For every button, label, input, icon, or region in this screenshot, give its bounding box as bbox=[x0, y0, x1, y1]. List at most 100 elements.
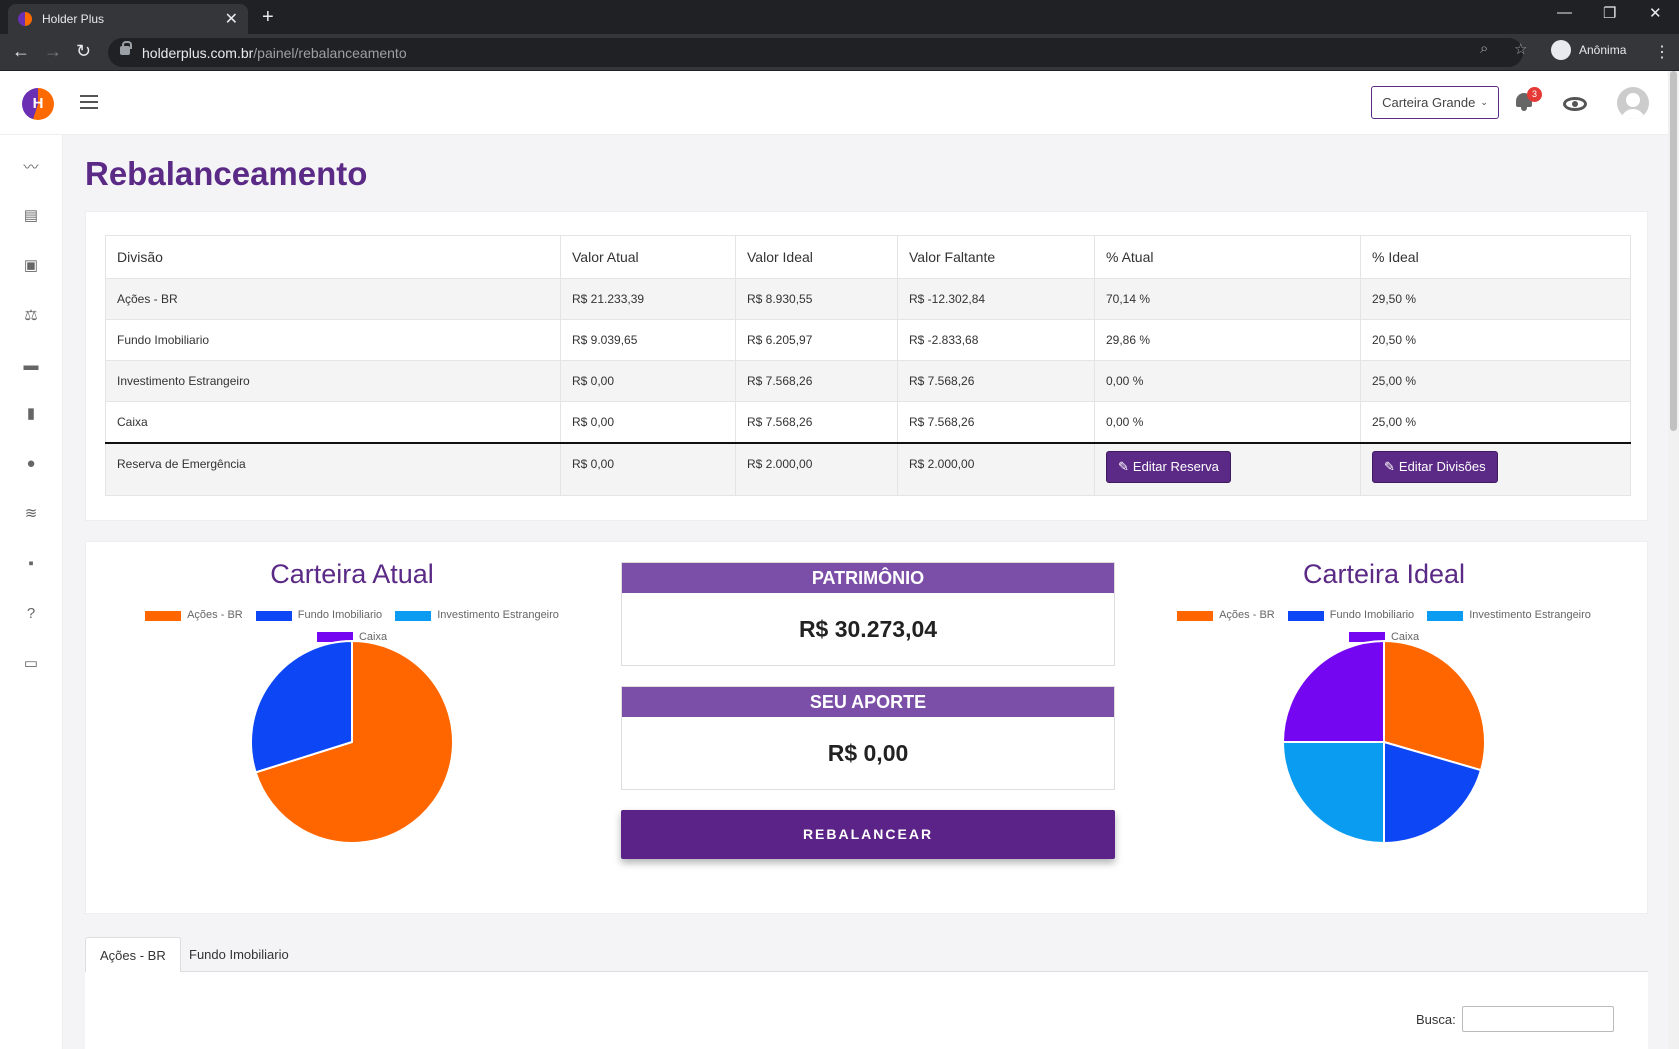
browser-toolbar: ← → ↻ holderplus.com.br/painel/rebalance… bbox=[0, 34, 1679, 71]
cell-edit-reserva: ✎ Editar Reserva bbox=[1094, 441, 1361, 496]
edit-reserva-button[interactable]: ✎ Editar Reserva bbox=[1106, 450, 1231, 483]
money-icon[interactable]: ▪ bbox=[28, 555, 34, 572]
cell-atual: R$ 0,00 bbox=[560, 401, 736, 443]
tab-fundo-imobiliario[interactable]: Fundo Imobiliario bbox=[189, 947, 289, 962]
balance-scale-icon[interactable]: ⚖ bbox=[24, 307, 38, 324]
col-valor-faltante[interactable]: Valor Faltante bbox=[897, 235, 1095, 279]
charts-card: Carteira Atual Ações - BR Fundo Imobilia… bbox=[85, 541, 1648, 914]
bar-chart-icon[interactable]: ▮ bbox=[26, 405, 36, 422]
table-row: Ações - BR R$ 21.233,39 R$ 8.930,55 R$ -… bbox=[105, 278, 1631, 320]
rebalance-table: Divisão Valor Atual Valor Ideal Valor Fa… bbox=[105, 235, 1631, 496]
legend-ideal: Ações - BR Fundo Imobiliario Investiment… bbox=[1154, 606, 1614, 649]
menu-toggle-icon[interactable] bbox=[80, 95, 98, 109]
new-tab-button[interactable]: + bbox=[262, 6, 274, 28]
pencil-icon: ✎ bbox=[1384, 458, 1395, 474]
col-pct-ideal[interactable]: % Ideal bbox=[1360, 235, 1631, 279]
cell-ideal: R$ 6.205,97 bbox=[735, 319, 898, 361]
cell-ideal: R$ 7.568,26 bbox=[735, 401, 898, 443]
pie-chart-atual bbox=[250, 639, 454, 844]
cell-pct-ideal: 25,00 % bbox=[1360, 401, 1631, 443]
app-header: H Carteira Grande ⌄ 3 bbox=[0, 71, 1668, 135]
division-tabs: Ações - BR Fundo Imobiliario bbox=[85, 937, 1648, 973]
close-tab-icon[interactable]: ✕ bbox=[224, 11, 238, 28]
forward-icon[interactable]: → bbox=[44, 41, 62, 61]
cell-ideal: R$ 8.930,55 bbox=[735, 278, 898, 320]
cell-divisao: Caixa bbox=[105, 401, 561, 443]
legend-item[interactable]: Fundo Imobiliario bbox=[1287, 606, 1415, 625]
legend-swatch bbox=[316, 632, 353, 642]
legend-item[interactable]: Caixa bbox=[316, 628, 387, 647]
cell-atual: R$ 21.233,39 bbox=[560, 278, 736, 320]
pie-slice-1[interactable] bbox=[1383, 639, 1486, 772]
col-divisao[interactable]: Divisão bbox=[105, 235, 561, 279]
cell-atual: R$ 9.039,65 bbox=[560, 319, 736, 361]
browser-tab[interactable]: Holder Plus ✕ bbox=[8, 4, 248, 34]
close-window-icon[interactable]: ✕ bbox=[1649, 5, 1662, 22]
aporte-value[interactable]: R$ 0,00 bbox=[827, 740, 909, 766]
bookmark-star-icon[interactable]: ☆ bbox=[1514, 41, 1528, 58]
legend-item[interactable]: Fundo Imobiliario bbox=[255, 606, 382, 625]
search-input[interactable] bbox=[1461, 1006, 1614, 1032]
cell-pct-ideal: 20,50 % bbox=[1360, 319, 1631, 361]
edit-divisoes-button[interactable]: ✎ Editar Divisões bbox=[1372, 450, 1498, 483]
legend-item[interactable]: Investimento Estrangeiro bbox=[395, 606, 559, 625]
aporte-label: SEU APORTE bbox=[622, 687, 1114, 717]
col-valor-atual[interactable]: Valor Atual bbox=[560, 235, 736, 279]
feedback-icon[interactable]: ▭ bbox=[23, 655, 39, 672]
tab-acoes-br[interactable]: Ações - BR bbox=[85, 937, 181, 973]
cell-divisao: Investimento Estrangeiro bbox=[105, 360, 561, 402]
credit-card-icon[interactable]: ▬ bbox=[23, 357, 39, 374]
pie-slice-2[interactable] bbox=[250, 639, 353, 774]
minimize-icon[interactable]: — bbox=[1557, 4, 1572, 21]
chart-title-atual: Carteira Atual bbox=[270, 559, 434, 589]
legend-label: Caixa bbox=[1390, 630, 1420, 643]
legend-swatch bbox=[145, 610, 182, 621]
zoom-icon[interactable]: ⌕ bbox=[1480, 40, 1489, 57]
pie-slice-4[interactable] bbox=[1281, 639, 1385, 743]
wallet-selector-label: Carteira Grande bbox=[1382, 95, 1476, 110]
legend-swatch bbox=[1177, 610, 1214, 621]
browser-tabbar: Holder Plus ✕ + — ❐ ✕ bbox=[0, 0, 1679, 34]
back-icon[interactable]: ← bbox=[12, 41, 30, 61]
cell-pct-atual: 0,00 % bbox=[1094, 360, 1361, 402]
lock-icon bbox=[120, 41, 132, 55]
restore-icon[interactable]: ❐ bbox=[1603, 5, 1617, 22]
chart-line-icon[interactable]: 〰 bbox=[23, 159, 39, 176]
legend-label: Fundo Imobiliario bbox=[1329, 609, 1415, 621]
legend-item[interactable]: Caixa bbox=[1348, 628, 1420, 647]
pie-slice-2[interactable] bbox=[1383, 740, 1483, 845]
wallet-selector[interactable]: Carteira Grande ⌄ bbox=[1371, 86, 1499, 119]
cell-pct-atual: 70,14 % bbox=[1094, 278, 1361, 320]
reload-icon[interactable]: ↻ bbox=[76, 41, 92, 61]
cell-pct-atual: 29,86 % bbox=[1094, 319, 1361, 361]
dollar-circle-icon[interactable]: ● bbox=[26, 455, 36, 472]
browser-menu-icon[interactable]: ⋮ bbox=[1654, 44, 1670, 61]
page-scrollbar[interactable] bbox=[1668, 71, 1679, 1049]
legend-item[interactable]: Investimento Estrangeiro bbox=[1427, 606, 1591, 625]
notification-badge: 3 bbox=[1527, 87, 1542, 102]
pencil-icon: ✎ bbox=[1118, 458, 1129, 474]
layers-icon[interactable]: ≋ bbox=[24, 505, 38, 522]
holderplus-logo[interactable]: H bbox=[22, 88, 54, 120]
pie-slice-1[interactable] bbox=[254, 639, 454, 844]
url-host: holderplus.com.br bbox=[142, 44, 254, 61]
incognito-profile[interactable]: Anônima bbox=[1551, 40, 1626, 60]
help-icon[interactable]: ? bbox=[26, 605, 36, 622]
browser-tab-title: Holder Plus bbox=[42, 12, 105, 26]
user-avatar[interactable] bbox=[1617, 87, 1649, 119]
legend-item[interactable]: Ações - BR bbox=[145, 606, 243, 625]
col-valor-ideal[interactable]: Valor Ideal bbox=[735, 235, 898, 279]
document-icon[interactable]: ▤ bbox=[23, 207, 39, 224]
address-bar[interactable]: holderplus.com.br/painel/rebalanceamento bbox=[108, 38, 1523, 67]
legend-label: Investimento Estrangeiro bbox=[437, 609, 559, 621]
wallet-icon[interactable]: ▣ bbox=[23, 257, 39, 274]
pie-slice-3[interactable] bbox=[1281, 741, 1385, 845]
rebalancear-button[interactable]: REBALANCEAR bbox=[621, 810, 1115, 859]
favicon-icon bbox=[18, 12, 32, 26]
legend-item[interactable]: Ações - BR bbox=[1177, 606, 1275, 625]
cell-edit-divisoes: ✎ Editar Divisões bbox=[1360, 441, 1631, 496]
cell-pct-atual: 0,00 % bbox=[1094, 401, 1361, 443]
col-pct-atual[interactable]: % Atual bbox=[1094, 235, 1361, 279]
cell-pct-ideal: 29,50 % bbox=[1360, 278, 1631, 320]
visibility-eye-icon[interactable] bbox=[1563, 97, 1587, 111]
